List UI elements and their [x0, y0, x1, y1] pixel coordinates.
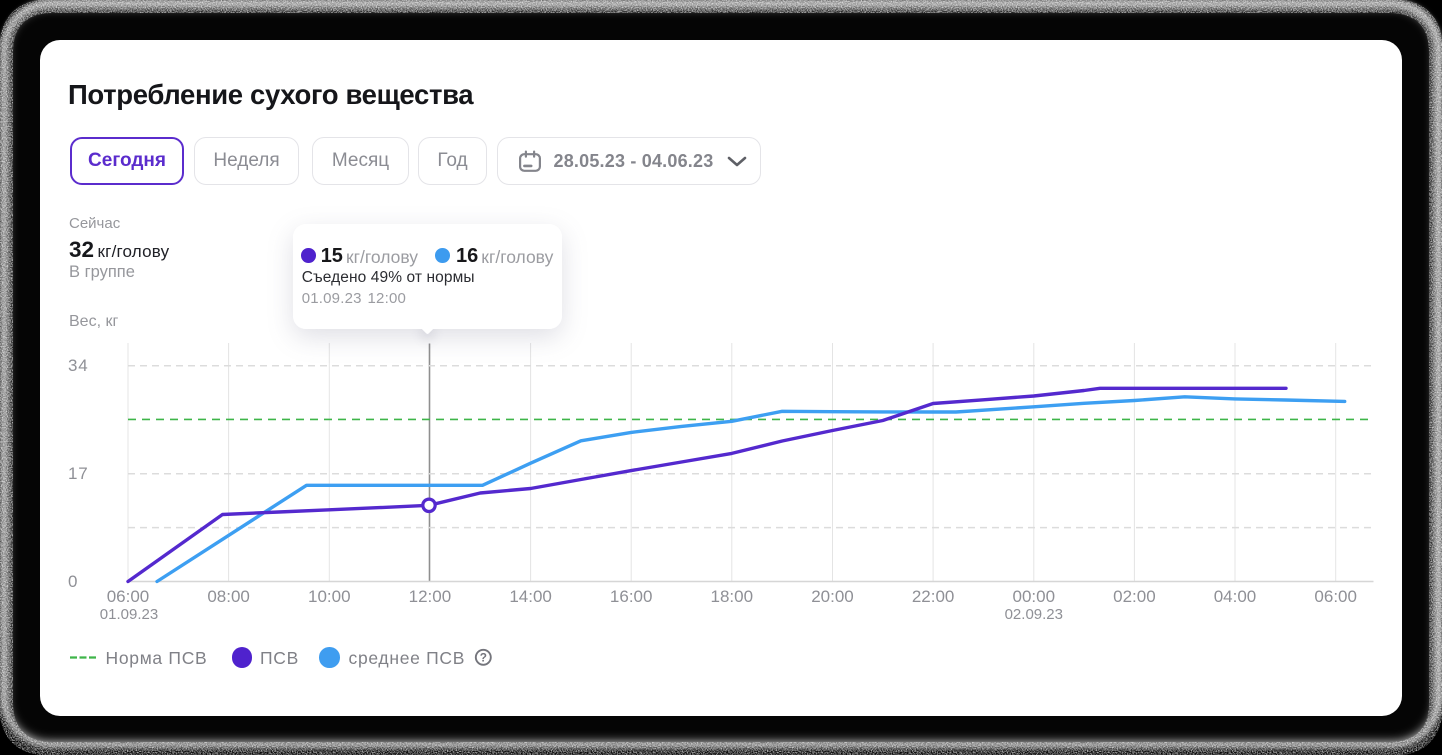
svg-text:?: ?	[480, 651, 487, 665]
